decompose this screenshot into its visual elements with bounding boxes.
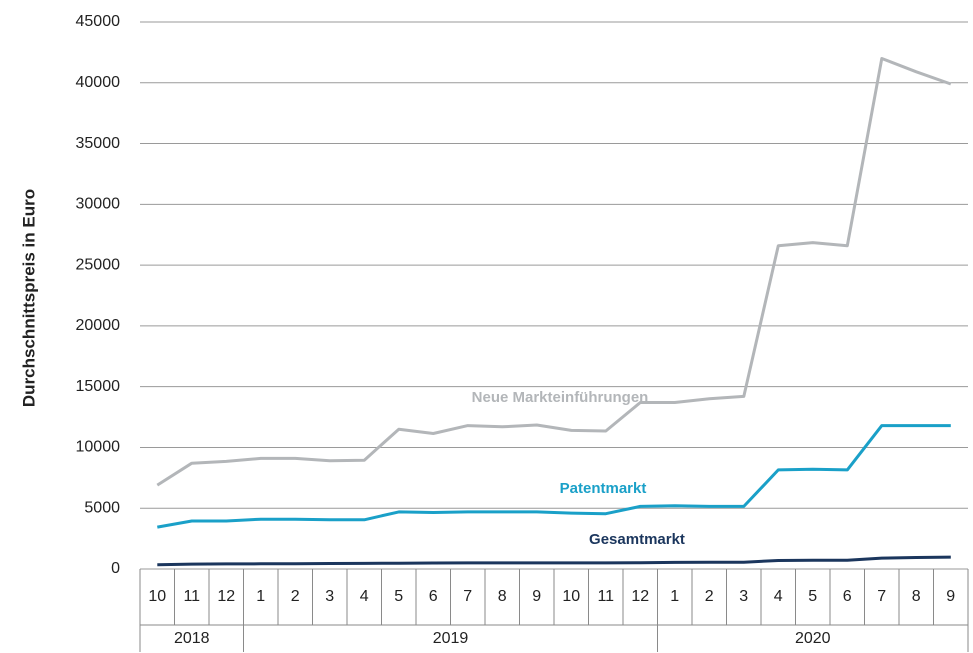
series-label: Neue Markteinführungen: [472, 389, 649, 406]
x-tick-label: 12: [217, 588, 235, 605]
x-tick-label: 9: [946, 588, 955, 605]
y-tick-label: 10000: [76, 439, 121, 456]
series-line: [157, 555, 951, 567]
x-group-label: 2019: [433, 630, 469, 647]
y-tick-label: 40000: [76, 74, 121, 91]
x-tick-label: 11: [597, 588, 614, 605]
y-tick-label: 20000: [76, 317, 121, 334]
x-tick-label: 3: [739, 588, 748, 605]
x-tick-label: 2: [705, 588, 714, 605]
x-tick-label: 9: [532, 588, 541, 605]
x-tick-label: 2: [291, 588, 300, 605]
series-label: Gesamtmarkt: [589, 531, 685, 548]
x-tick-label: 4: [360, 588, 369, 605]
y-tick-label: 30000: [76, 196, 121, 213]
x-tick-label: 8: [912, 588, 921, 605]
series-line: [156, 57, 952, 487]
y-tick-label: 0: [111, 560, 120, 577]
x-group-label: 2020: [795, 630, 831, 647]
x-tick-label: 7: [463, 588, 472, 605]
y-tick-label: 35000: [76, 135, 121, 152]
series-label: Patentmarkt: [560, 480, 647, 497]
y-tick-label: 15000: [76, 378, 121, 395]
y-tick-label: 5000: [84, 499, 120, 516]
x-tick-label: 1: [256, 588, 265, 605]
x-tick-label: 7: [877, 588, 886, 605]
x-tick-label: 1: [670, 588, 679, 605]
x-tick-label: 6: [429, 588, 438, 605]
x-group-label: 2018: [174, 630, 210, 647]
y-tick-label: 45000: [76, 13, 121, 30]
x-tick-label: 10: [562, 588, 580, 605]
y-tick-label: 25000: [76, 256, 121, 273]
x-tick-label: 11: [183, 588, 200, 605]
x-tick-label: 5: [808, 588, 817, 605]
x-tick-label: 5: [394, 588, 403, 605]
x-tick-label: 4: [774, 588, 783, 605]
x-tick-label: 12: [631, 588, 649, 605]
x-tick-label: 10: [148, 588, 166, 605]
x-tick-label: 8: [498, 588, 507, 605]
x-tick-label: 6: [843, 588, 852, 605]
x-tick-label: 3: [325, 588, 334, 605]
series-line: [157, 424, 951, 529]
y-axis-label: Durchschnittspreis in Euro: [19, 189, 38, 407]
